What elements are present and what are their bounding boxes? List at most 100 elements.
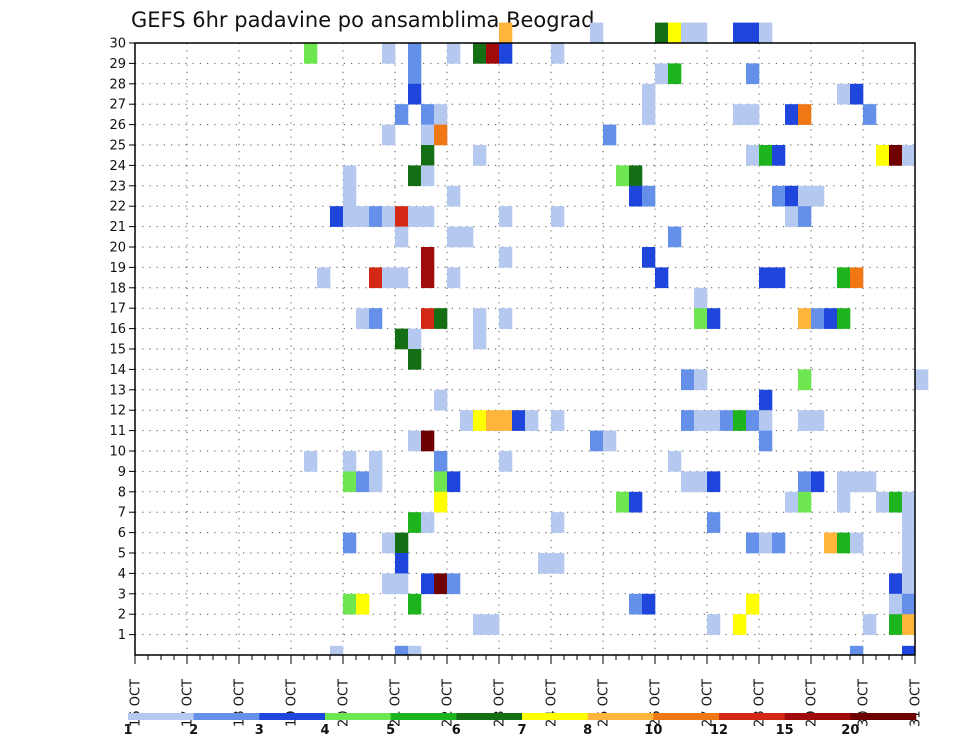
y-tick-label: 12 xyxy=(109,404,126,419)
colorbar-label: 2 xyxy=(189,723,198,738)
heatmap-cell xyxy=(590,430,604,452)
heatmap-cell xyxy=(863,471,877,493)
heatmap-cell xyxy=(369,471,383,493)
colorbar-label: 3 xyxy=(255,723,264,738)
heatmap-cell xyxy=(434,104,448,125)
heatmap-cell xyxy=(863,104,877,125)
heatmap-cell xyxy=(395,267,409,289)
heatmap-cell xyxy=(317,267,331,289)
heatmap-cell xyxy=(460,410,474,431)
y-tick-label: 28 xyxy=(109,77,126,92)
heatmap-cell xyxy=(629,185,643,207)
heatmap-cell xyxy=(343,593,357,615)
heatmap-cell xyxy=(694,410,708,431)
heatmap-cell xyxy=(746,104,760,125)
heatmap-cell xyxy=(746,22,760,44)
heatmap-cell xyxy=(772,145,786,166)
heatmap-cell xyxy=(421,165,435,187)
heatmap-cells xyxy=(304,22,929,656)
heatmap-cell xyxy=(434,124,448,146)
heatmap-cell xyxy=(668,226,682,248)
heatmap-cell xyxy=(421,104,435,125)
heatmap-cell xyxy=(876,145,890,166)
heatmap-cell xyxy=(356,593,370,615)
heatmap-cell xyxy=(694,22,708,44)
heatmap-cell xyxy=(512,410,526,431)
heatmap-cell xyxy=(408,593,422,615)
heatmap-cell xyxy=(785,491,799,513)
heatmap-cell xyxy=(681,471,695,493)
heatmap-cell xyxy=(850,645,864,656)
colorbar-segment xyxy=(587,713,654,720)
heatmap-cell xyxy=(642,104,656,125)
heatmap-cell xyxy=(434,491,448,513)
heatmap-cell xyxy=(447,43,461,64)
heatmap-cell xyxy=(759,145,773,166)
y-tick-label: 29 xyxy=(109,57,126,72)
heatmap-cell xyxy=(811,410,825,431)
heatmap-cell xyxy=(616,165,630,187)
colorbar-label: 8 xyxy=(583,723,592,738)
heatmap-cell xyxy=(629,593,643,615)
heatmap-cell xyxy=(421,267,435,289)
heatmap-cell xyxy=(681,410,695,431)
heatmap-cell xyxy=(408,430,422,452)
heatmap-cell xyxy=(499,247,513,268)
colorbar-segment xyxy=(653,713,720,720)
heatmap-cell xyxy=(889,614,903,635)
heatmap-cell xyxy=(408,63,422,85)
heatmap-cell xyxy=(889,145,903,166)
colorbar-label: 10 xyxy=(644,723,662,738)
heatmap-cell xyxy=(343,451,357,472)
heatmap-cell xyxy=(889,593,903,615)
heatmap-cell xyxy=(837,532,851,554)
heatmap-cell xyxy=(746,593,760,615)
heatmap-cell xyxy=(655,267,669,289)
heatmap-cell xyxy=(499,308,513,329)
heatmap-cell xyxy=(798,369,812,391)
y-tick-label: 26 xyxy=(109,118,126,133)
heatmap-cell xyxy=(343,532,357,554)
heatmap-cell xyxy=(434,451,448,472)
colorbar-segment xyxy=(259,713,326,720)
heatmap-cell xyxy=(434,573,448,595)
heatmap-cell xyxy=(447,185,461,207)
heatmap-cell xyxy=(811,185,825,207)
colorbar-label: 15 xyxy=(776,723,794,738)
y-tick-label: 25 xyxy=(109,139,126,154)
heatmap-cell xyxy=(759,430,773,452)
heatmap-cell xyxy=(395,328,409,350)
heatmap-cell xyxy=(798,410,812,431)
heatmap-cell xyxy=(629,491,643,513)
y-tick-label: 20 xyxy=(109,241,126,256)
heatmap-cell xyxy=(499,43,513,64)
colorbar-segment xyxy=(784,713,851,720)
y-tick-label: 1 xyxy=(118,628,126,643)
heatmap-cell xyxy=(798,185,812,207)
heatmap-cell xyxy=(408,206,422,227)
colorbar-segment xyxy=(128,713,194,720)
heatmap-cell xyxy=(369,451,383,472)
heatmap-cell xyxy=(889,573,903,595)
heatmap-cell xyxy=(486,614,500,635)
y-tick-label: 17 xyxy=(109,302,126,317)
heatmap-cell xyxy=(447,267,461,289)
heatmap-cell xyxy=(707,308,721,329)
heatmap-cell xyxy=(421,124,435,146)
heatmap-cell xyxy=(811,471,825,493)
heatmap-cell xyxy=(499,410,513,431)
heatmap-cell xyxy=(551,206,565,227)
heatmap-cell xyxy=(473,410,487,431)
heatmap-cell xyxy=(408,83,422,105)
heatmap-cell xyxy=(746,532,760,554)
heatmap-cell xyxy=(902,553,916,574)
heatmap-cell xyxy=(798,491,812,513)
heatmap-cell xyxy=(382,124,396,146)
heatmap-cell xyxy=(707,410,721,431)
y-tick-label: 9 xyxy=(118,465,126,480)
heatmap-cell xyxy=(785,185,799,207)
heatmap-cell xyxy=(304,451,318,472)
heatmap-cell xyxy=(707,512,721,533)
heatmap-cell xyxy=(408,512,422,533)
